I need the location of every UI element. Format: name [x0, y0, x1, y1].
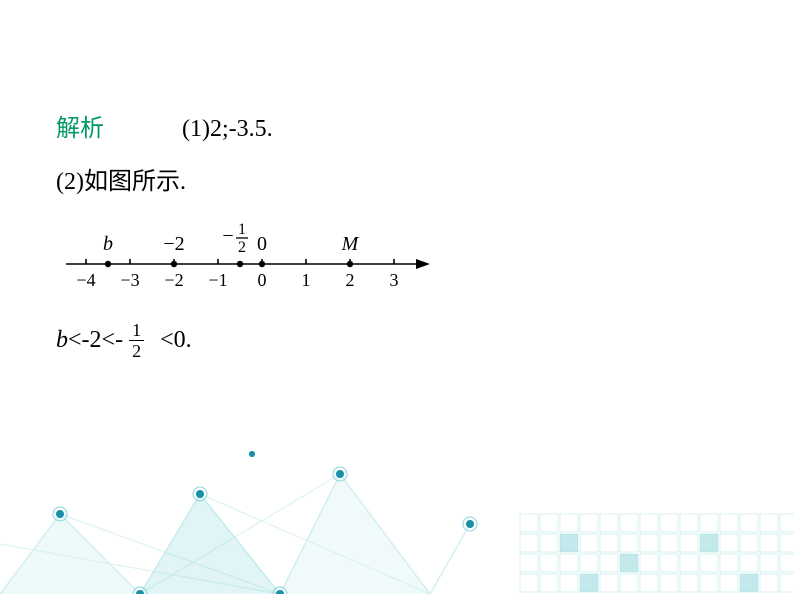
svg-text:−2: −2 [164, 270, 183, 290]
svg-text:1: 1 [302, 270, 311, 290]
svg-text:1: 1 [238, 221, 246, 238]
variable-b: b [56, 327, 68, 354]
analysis-line-1: 解析 (1)2;-3.5. [56, 108, 736, 143]
line1-body: (1)2;-3.5. [182, 116, 273, 142]
fraction-numerator: 1 [129, 321, 144, 340]
svg-text:0: 0 [257, 233, 267, 255]
ineq-part-1: <-2<- [68, 327, 123, 354]
svg-text:−1: −1 [208, 270, 227, 290]
svg-text:b: b [103, 233, 113, 255]
analysis-line-2: (2)如图所示. [56, 161, 736, 196]
svg-text:M: M [341, 233, 360, 255]
decorative-background [0, 394, 794, 594]
svg-text:−2: −2 [163, 233, 184, 255]
ineq-tail: <0. [160, 327, 192, 354]
label-jiexi: 解析 [56, 116, 104, 142]
number-line-diagram: −4−3−2−10123b−2−120M [56, 206, 736, 311]
svg-text:0: 0 [258, 270, 267, 290]
fraction-one-half: 1 2 [129, 321, 144, 360]
svg-text:−: − [222, 225, 233, 247]
svg-text:2: 2 [238, 239, 246, 256]
fraction-denominator: 2 [129, 340, 144, 360]
svg-text:2: 2 [346, 270, 355, 290]
svg-text:−3: −3 [120, 270, 139, 290]
svg-text:3: 3 [390, 270, 399, 290]
inequality-line: b <-2<- 1 2 <0. [56, 321, 736, 360]
svg-text:−4: −4 [76, 270, 95, 290]
